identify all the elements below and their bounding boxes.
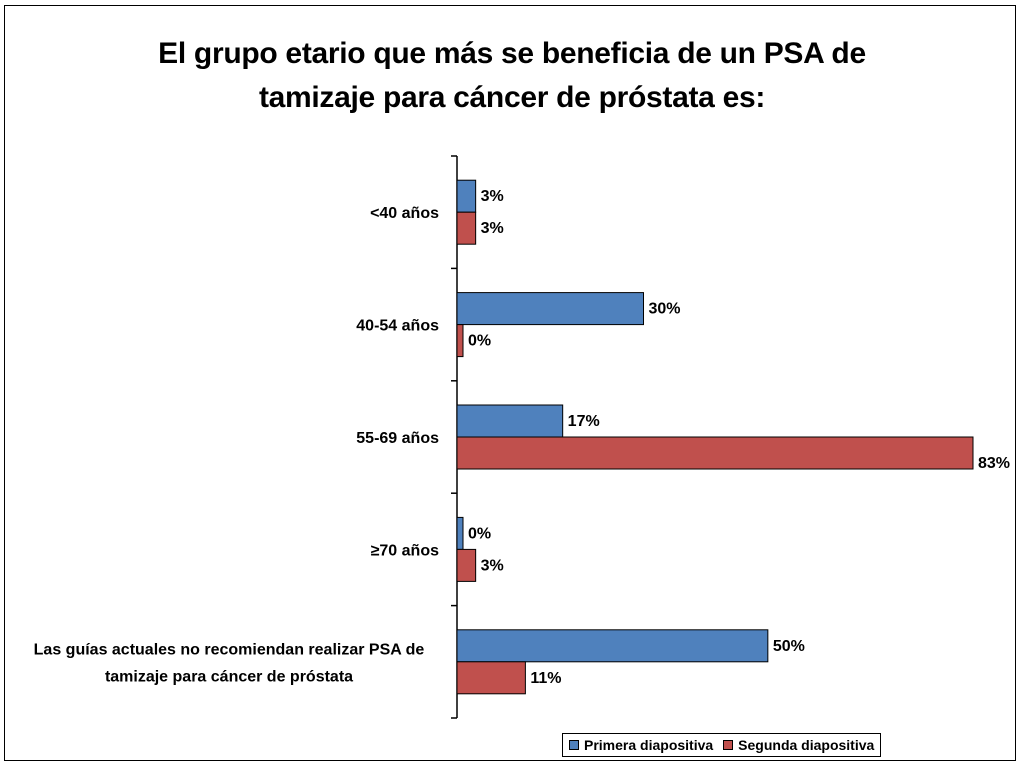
bar-series2	[456, 661, 526, 695]
data-label-series2: 0%	[468, 333, 491, 350]
data-label-series2: 3%	[481, 557, 504, 574]
legend-item-series1: Primera diapositiva	[569, 737, 713, 753]
bar-series2	[456, 211, 477, 245]
data-label-series2: 11%	[530, 670, 561, 687]
category-label: Las guías actuales no recomiendan realiz…	[34, 641, 425, 685]
legend-label-series1: Primera diapositiva	[584, 737, 714, 753]
data-label-series1: 30%	[649, 301, 681, 318]
bar-series1	[456, 629, 769, 663]
bar-series2	[456, 436, 974, 470]
category-label: 55-69 años	[356, 430, 439, 447]
data-label-series2: 83%	[978, 455, 1010, 472]
category-label: ≥70 años	[371, 542, 439, 559]
chart-title-line-1: El grupo etario que más se beneficia de …	[158, 37, 866, 70]
legend-item-series2: Segunda diapositiva	[723, 737, 874, 753]
data-label-series1: 17%	[568, 413, 600, 430]
category-label: 40-54 años	[356, 318, 439, 335]
legend-swatch-series2	[723, 740, 734, 750]
data-label-series1: 0%	[468, 525, 491, 542]
legend-label-series2: Segunda diapositiva	[738, 737, 875, 753]
legend-swatch-series1	[569, 740, 579, 750]
chart-title: El grupo etario que más se beneficia de …	[0, 32, 1024, 120]
chart-title-line-2: tamizaje para cáncer de próstata es:	[258, 81, 766, 114]
data-label-series2: 3%	[481, 220, 504, 237]
bar-series1	[456, 516, 464, 550]
data-label-series1: 3%	[481, 188, 504, 205]
data-label-series1: 50%	[773, 638, 805, 655]
bar-series2	[456, 324, 464, 358]
chart-legend: Primera diapositiva Segunda diapositiva	[562, 733, 882, 757]
bar-series1	[456, 292, 645, 326]
bar-series1	[456, 179, 477, 213]
bar-series1	[456, 404, 564, 438]
category-label: <40 años	[370, 205, 439, 222]
bar-series2	[456, 548, 477, 582]
